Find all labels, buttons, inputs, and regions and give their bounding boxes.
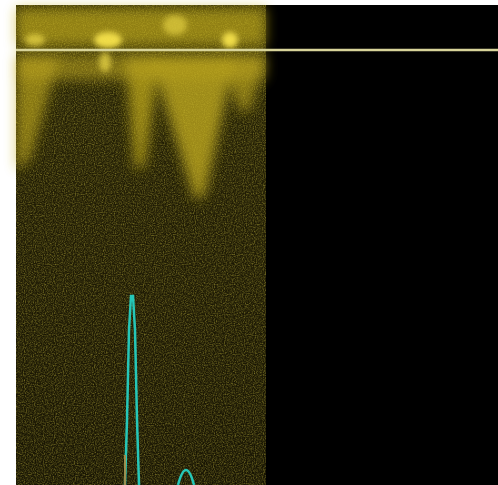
page (0, 0, 498, 485)
doppler-screen (0, 0, 498, 485)
spectral-doppler (16, 5, 266, 485)
